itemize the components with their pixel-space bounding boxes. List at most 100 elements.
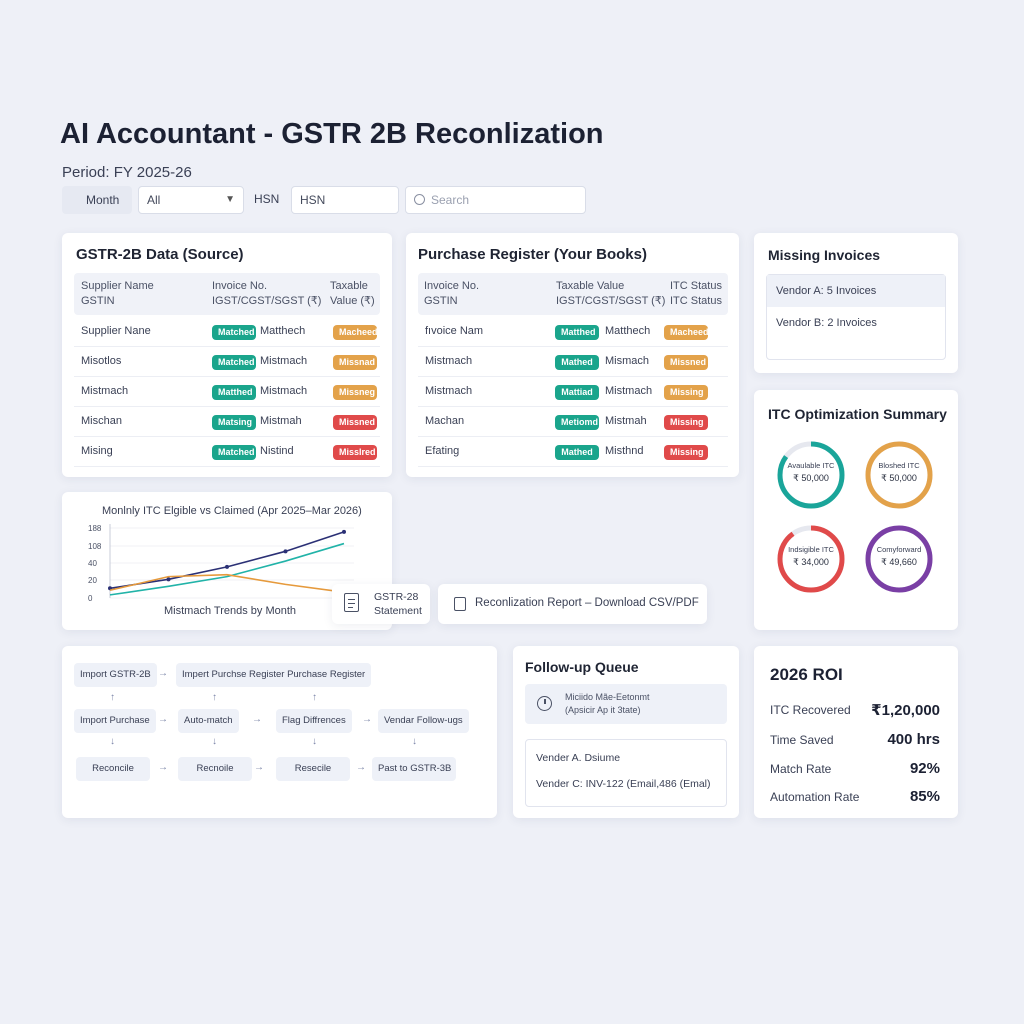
followup-item-vendor-c[interactable]: Vender C: INV-122 (Email,486 (Emal) — [536, 778, 711, 790]
arrow-up-icon: ↑ — [212, 692, 217, 703]
itc-ring[interactable]: Indsigible ITC ₹ 34,000 — [776, 524, 846, 594]
table-row[interactable]: Supplier Nane Matched Matthech Macheed — [74, 317, 380, 347]
status-badge: Matthed — [212, 385, 256, 400]
itc-status-badge: Missing — [664, 415, 708, 430]
document-icon — [344, 593, 359, 612]
status-badge: Matched — [212, 355, 256, 370]
ring-fill — [865, 441, 933, 509]
arrow-right-icon: → — [158, 714, 168, 725]
missing-invoices-card: Missing Invoices Vendor A: 5 Invoices Ve… — [754, 233, 958, 373]
arrow-right-icon: → — [356, 762, 366, 773]
itc-line-chart: 188 108 40 20 0 — [88, 524, 354, 603]
followup-title: Follow-up Queue — [525, 659, 639, 675]
row-name: Efating — [425, 445, 460, 457]
missing-item-vendor-a[interactable] — [767, 275, 945, 307]
arrow-down-icon: ↓ — [312, 736, 317, 747]
col-header-invoice-gstin: Invoice No. GSTIN — [424, 280, 480, 307]
purchase-register-title: Purchase Register (Your Books) — [418, 246, 647, 263]
gstr-2b-card: GSTR-2B Data (Source) Supplier Name GSTI… — [62, 233, 392, 477]
chart-title: Monlnly ITC Elgible vs Claimed (Apr 2025… — [102, 505, 362, 517]
status-badge: Matthed — [555, 325, 599, 340]
itc-ring[interactable]: Avaulable ITC ₹ 50,000 — [776, 440, 846, 510]
table-row[interactable]: Mising Matched Nistind Misslred — [74, 437, 380, 467]
ring-fill — [865, 525, 933, 593]
itc-status-badge: Missned — [333, 415, 377, 430]
table-row[interactable]: Mistmach Mattiad Mistmach Missing — [418, 377, 728, 407]
gstr-2b-header-row: Supplier Name GSTIN Invoice No. IGST/CGS… — [74, 273, 380, 315]
table-row[interactable]: Mistmach Matthed Mistmach Missneg — [74, 377, 380, 407]
arrow-down-icon: ↓ — [110, 736, 115, 747]
download-report-button[interactable]: Reconlization Report – Download CSV/PDF — [438, 584, 707, 624]
month-select[interactable]: All ▼ — [138, 186, 244, 214]
ring-value: ₹ 49,660 — [881, 557, 917, 567]
itc-status-badge: Missneg — [333, 385, 377, 400]
status-badge: Mattiad — [555, 385, 599, 400]
flow-import-purchase-register[interactable]: Impert Purchse Register Purchase Registe… — [176, 663, 372, 687]
row-name: Machan — [425, 415, 465, 427]
col-header-taxable: Taxable Value (₹) — [330, 280, 375, 307]
missing-item-vendor-b-label[interactable]: Vendor B: 2 Invoices — [776, 317, 877, 329]
purchase-header-row: Invoice No. GSTIN Taxable Value IGST/CGS… — [418, 273, 728, 315]
missing-item-vendor-a-label: Vendor A: 5 Invoices — [776, 285, 877, 297]
row-note: Mistmah — [260, 415, 302, 427]
table-row[interactable]: Misotlos Matched Mistmach Missnad — [74, 347, 380, 377]
page-title: AI Accountant - GSTR 2B Reconlization — [60, 118, 604, 150]
search-placeholder: Search — [431, 193, 470, 207]
table-row[interactable]: fıvoice Nam Matthed Matthech Macheed — [418, 317, 728, 347]
flow-reconcile-1[interactable]: Reconcile — [76, 757, 150, 781]
ring-label: Bloshed ITC — [878, 461, 920, 470]
y-tick-label: 188 — [88, 524, 102, 533]
table-row[interactable]: Machan Metiomd Mistmah Missing — [418, 407, 728, 437]
arrow-right-icon: → — [252, 714, 262, 725]
roi-label: ITC Recovered — [770, 703, 851, 717]
series-point — [283, 549, 288, 554]
flow-reconcile-3[interactable]: Resecile — [276, 757, 350, 781]
download-report-label: Reconlization Report – Download CSV/PDF — [475, 597, 699, 609]
flow-import-purchase[interactable]: Import Purchase — [74, 709, 156, 733]
roi-title: 2026 ROI — [770, 665, 843, 684]
row-note: Mistmah — [605, 415, 647, 427]
col-header-itc-status: ITC Status ITC Status — [670, 280, 722, 307]
row-note: Matthech — [605, 325, 651, 337]
row-name: Mistmach — [425, 355, 473, 367]
table-row[interactable]: Efating Mathed Misthnd Missing — [418, 437, 728, 467]
followup-item-vendor-a[interactable]: Vender A. Dsiume — [536, 752, 621, 764]
followup-pending-item[interactable]: Miciido Mãe-Eetonmt (Apsicir Ap it 3tate… — [525, 684, 727, 724]
row-name: Supplier Nane — [81, 325, 151, 337]
ring-value: ₹ 50,000 — [793, 473, 829, 483]
itc-status-badge: Missing — [664, 385, 708, 400]
arrow-right-icon: → — [158, 668, 168, 679]
flow-auto-match[interactable]: Auto-match — [178, 709, 239, 733]
table-row[interactable]: Mischan Matsing Mistmah Missned — [74, 407, 380, 437]
flow-reconcile-2[interactable]: Recnoile — [178, 757, 252, 781]
flow-vendor-followups[interactable]: Vendar Follow-ugs — [378, 709, 469, 733]
ring-value: ₹ 50,000 — [881, 473, 917, 483]
hsn-input-value: HSN — [300, 193, 326, 207]
hsn-input[interactable]: HSN — [291, 186, 399, 214]
itc-ring[interactable]: Bloshed ITC ₹ 50,000 — [864, 440, 934, 510]
series-point — [225, 564, 229, 569]
itc-status-badge: Missned — [664, 355, 708, 370]
gstr-statement-card[interactable]: GSTR-28 Statement — [332, 584, 430, 624]
roi-label: Match Rate — [770, 762, 832, 776]
missing-invoices-title: Missing Invoices — [768, 247, 881, 263]
col-header-supplier: Supplier Name GSTIN — [81, 280, 154, 307]
row-name: fıvoice Nam — [425, 325, 484, 337]
hsn-filter-label: HSN — [254, 192, 280, 206]
arrow-up-icon: ↑ — [110, 692, 115, 703]
gstr-2b-title: GSTR-2B Data (Source) — [76, 246, 244, 263]
ring-label: Indsigible ITC — [788, 545, 834, 554]
chart-x-label: Mistmach Trends by Month — [164, 605, 297, 617]
row-note: Mistmach — [260, 355, 308, 367]
row-name: Mischan — [81, 415, 122, 427]
row-name: Misotlos — [81, 355, 122, 367]
itc-ring[interactable]: Comyforward ₹ 49,660 — [864, 524, 934, 594]
roi-value: ₹1,20,000 — [871, 702, 940, 719]
table-row[interactable]: Mistmach Mathed Mismach Missned — [418, 347, 728, 377]
flow-post-gstr3b[interactable]: Past to GSTR-3B — [372, 757, 456, 781]
search-input[interactable]: Search — [405, 186, 586, 214]
flow-flag-differences[interactable]: Flag Diffrences — [276, 709, 352, 733]
followup-list: Vender A. Dsiume Vender C: INV-122 (Emai… — [525, 739, 727, 807]
flow-import-gstr2b[interactable]: Import GSTR-2B — [74, 663, 157, 687]
row-name: Mising — [81, 445, 113, 457]
